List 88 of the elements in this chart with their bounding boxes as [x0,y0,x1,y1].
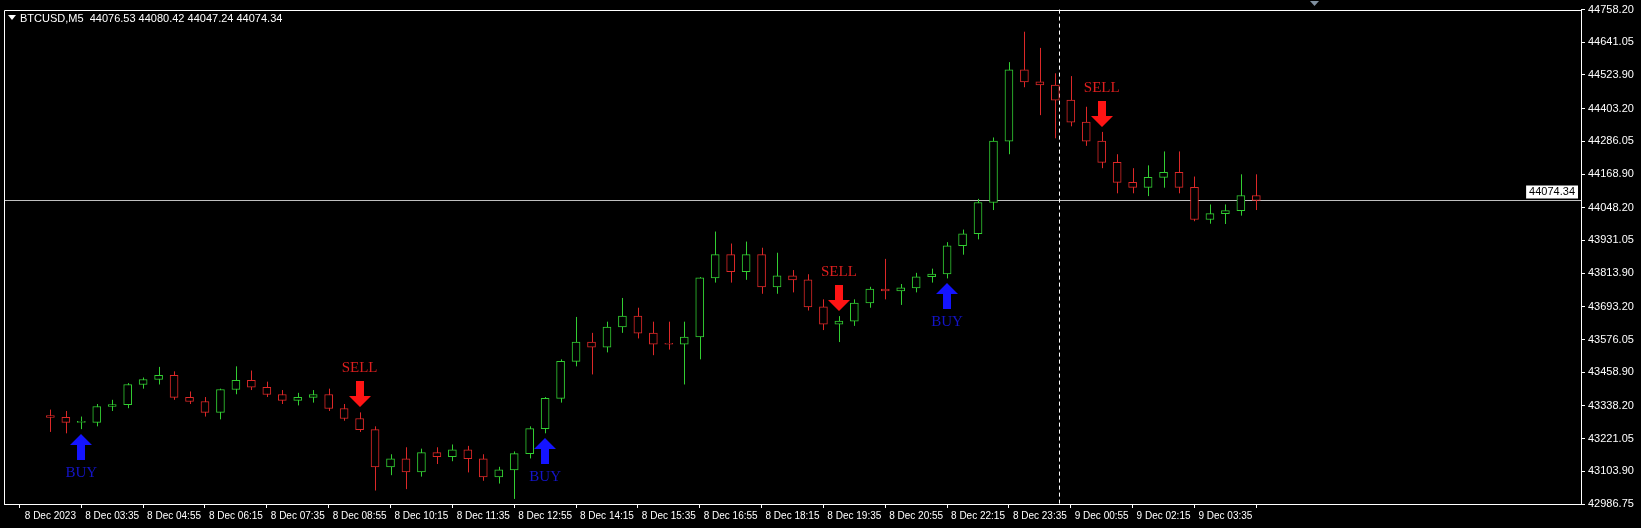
x-tick-label: 9 Dec 03:35 [1198,509,1253,521]
x-tick-label: 8 Dec 18:15 [765,509,820,521]
candlestick [401,446,411,490]
x-tick-label: 8 Dec 22:15 [951,509,1006,521]
candlestick [710,231,720,284]
x-tick-label: 8 Dec 08:55 [332,509,387,521]
candlestick [850,298,859,327]
candlestick [1236,173,1246,217]
x-tick-label: 8 Dec 2023 [24,509,77,521]
candlestick [46,409,55,433]
candlestick [216,388,225,420]
candlestick [509,450,519,500]
candlestick [169,370,179,401]
ref-line-label: 44074.34 [1529,184,1576,197]
candlestick [911,272,921,293]
y-tick-label: 44523.90 [1588,68,1634,81]
candlestick [664,321,674,351]
x-tick-label: 8 Dec 04:55 [147,509,202,521]
candlestick [247,370,256,391]
y-tick-label: 43813.90 [1588,266,1634,279]
candlestick [679,321,689,385]
x-tick-label: 9 Dec 02:15 [1136,509,1191,521]
candlestick [618,297,627,334]
x-tick-label: 8 Dec 14:15 [580,509,635,521]
annotation: BUY [65,464,98,481]
annotation: BUY [529,468,562,485]
x-tick-label: 9 Dec 00:55 [1074,509,1130,521]
candlestick [1020,31,1029,88]
candlestick [571,316,581,367]
y-tick-label: 44286.05 [1588,134,1634,147]
y-tick-label: 44641.05 [1588,35,1634,48]
candlestick [1174,150,1184,194]
y-tick-label: 43338.20 [1588,398,1634,411]
candlestick [649,321,658,356]
candlestick [463,445,473,473]
x-tick-label: 8 Dec 03:35 [85,509,140,521]
candlestick [1112,153,1122,194]
candlestick [1205,203,1215,225]
candlestick [123,382,133,409]
x-tick-label: 8 Dec 10:15 [394,509,449,521]
candlestick [1097,131,1107,169]
candlestick [324,388,334,412]
candlestick [1159,150,1168,189]
candlestick [92,403,102,427]
y-tick-label: 42986.75 [1588,497,1634,510]
candlestick [1051,72,1060,139]
candlestick [386,453,395,476]
candlestick [1221,203,1230,225]
y-tick-label: 43458.90 [1588,365,1634,378]
x-tick-label: 8 Dec 06:15 [208,509,264,521]
candlestick [417,448,426,478]
y-tick-label: 44048.20 [1588,200,1634,213]
candlestick [1128,167,1137,194]
x-tick-label: 8 Dec 23:35 [1012,509,1068,521]
candlestick [1143,164,1153,197]
candlestick [61,410,71,434]
y-tick-label: 43693.20 [1588,299,1634,312]
x-tick-label: 8 Dec 19:35 [827,509,882,521]
candlestick [819,298,828,331]
y-tick-label: 44403.20 [1588,101,1634,114]
candlestick [741,241,751,281]
candlestick [865,286,875,309]
x-tick-label: 8 Dec 15:35 [641,509,697,521]
candlestick [834,315,844,343]
x-tick-label: 8 Dec 11:35 [456,509,511,521]
candlestick [200,396,210,418]
x-tick-label: 8 Dec 07:35 [270,509,326,521]
candlestick [726,243,735,284]
candlestick [1081,106,1091,147]
y-tick-label: 44168.90 [1588,167,1634,180]
candlestick [1066,75,1076,127]
annotation: SELL [820,263,857,280]
annotation: SELL [341,359,378,376]
candlestick [231,365,241,395]
y-tick-label: 43221.05 [1588,431,1634,444]
annotation: SELL [1083,78,1120,95]
y-tick-label: 44758.20 [1588,2,1634,15]
x-tick-label: 8 Dec 16:55 [703,509,759,521]
x-tick-label: 8 Dec 20:55 [889,509,944,521]
y-tick-label: 43576.05 [1588,332,1634,345]
y-tick-label: 43931.05 [1588,233,1634,246]
candlestick [1251,173,1261,211]
candlestick [525,425,534,459]
chart-title: BTCUSD,M5 44076.53 44080.42 44047.24 44074.34 [20,11,283,24]
annotation: BUY [931,313,964,330]
x-tick-label: 8 Dec 12:55 [518,509,573,521]
y-tick-label: 43103.90 [1588,464,1634,477]
candlestick [478,453,488,482]
